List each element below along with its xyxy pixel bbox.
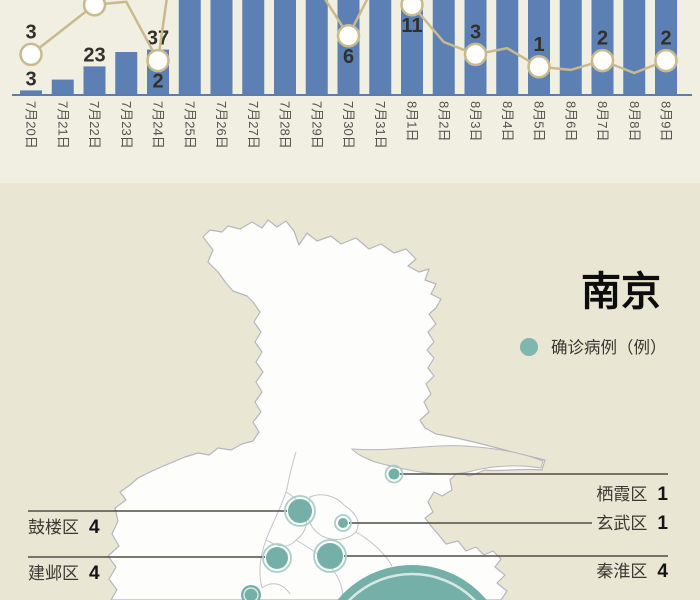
bar xyxy=(210,0,233,94)
x-tick-label: 8月5日 xyxy=(532,101,547,141)
x-tick-label: 8月7日 xyxy=(595,101,610,141)
x-tick-label: 8月1日 xyxy=(405,101,420,141)
legend-dot xyxy=(520,338,538,356)
bar xyxy=(178,0,201,94)
bar xyxy=(623,0,646,94)
line-marker xyxy=(19,42,43,67)
district-dot-ring xyxy=(313,539,347,573)
line-marker xyxy=(336,24,361,48)
line-value-label: 6 xyxy=(343,46,354,68)
line-value-label: 2 xyxy=(152,71,163,93)
x-tick-label: 7月23日 xyxy=(119,101,134,149)
x-tick-label: 7月31日 xyxy=(373,101,388,149)
line-marker xyxy=(463,42,488,67)
district-dot xyxy=(266,547,288,569)
bar xyxy=(369,0,392,94)
district-dot xyxy=(388,468,400,480)
line-value-label: 1 xyxy=(533,34,544,56)
nanjing-city-outline xyxy=(107,219,546,600)
line-marker xyxy=(527,55,551,79)
district-dot-ring xyxy=(384,464,404,484)
x-tick-label: 7月22日 xyxy=(87,101,102,149)
x-tick-label: 8月8日 xyxy=(627,101,642,141)
daily-cases-chart: 3 23 37 3 2 6 11 3 1 2 2 7月20日 7月21日 7月22日 7月23日 7月24日 7… xyxy=(0,0,700,183)
district-dot xyxy=(338,518,348,528)
bar-value-label: 37 xyxy=(147,28,169,50)
legend-label: 确诊病例（例） xyxy=(551,338,667,357)
x-tick-label: 8月4日 xyxy=(500,101,515,141)
line-marker xyxy=(654,48,678,73)
x-tick-label: 8月2日 xyxy=(436,101,451,141)
x-tick-label: 7月21日 xyxy=(55,101,70,149)
bar xyxy=(274,0,296,94)
map-title: 南京 xyxy=(581,270,661,314)
x-tick-label: 7月26日 xyxy=(214,101,229,149)
bar xyxy=(305,0,328,94)
line-value-label: 2 xyxy=(597,28,608,50)
line-marker xyxy=(400,0,424,17)
bubble-ring xyxy=(243,587,259,600)
bar xyxy=(559,0,582,94)
x-tick-label: 7月20日 xyxy=(24,101,39,149)
district-label: 秦淮区 4 xyxy=(596,561,668,582)
bar-value-label: 23 xyxy=(83,44,105,66)
district-label: 鼓楼区 4 xyxy=(28,517,100,538)
bubble-ring xyxy=(347,572,477,600)
district-label: 建邺区 4 xyxy=(28,563,100,584)
x-tick-label: 7月28日 xyxy=(278,101,293,149)
bar xyxy=(83,66,106,94)
district-dot-ring xyxy=(334,514,352,532)
district-label: 玄武区 1 xyxy=(596,513,668,534)
x-tick-label: 8月6日 xyxy=(563,101,578,141)
chart-svg: 3 23 37 3 2 6 11 3 1 2 2 7月20日 7月21日 7月22日 7月23日 7月24日 7… xyxy=(12,0,692,149)
district-dot-ring xyxy=(262,543,292,573)
bar xyxy=(401,0,423,94)
bar-value-label: 3 xyxy=(25,68,36,90)
district-dot-ring xyxy=(284,495,316,527)
line-value-label: 3 xyxy=(25,21,36,43)
district-dot xyxy=(288,499,312,523)
district-dot xyxy=(317,543,343,569)
outbreak-bubble xyxy=(241,585,261,600)
line-marker xyxy=(590,48,615,73)
x-tick-label: 7月30日 xyxy=(341,101,356,149)
line-value-label: 11 xyxy=(401,15,422,37)
x-tick-label: 7月27日 xyxy=(246,101,261,149)
line-marker xyxy=(82,0,107,17)
line-value-label: 2 xyxy=(660,28,671,50)
x-tick-label: 8月9日 xyxy=(659,101,674,141)
line-marker xyxy=(146,48,170,73)
bar xyxy=(20,90,42,94)
district-label: 栖霞区 1 xyxy=(596,484,668,505)
x-tick-label: 7月29日 xyxy=(309,101,324,149)
x-tick-label: 7月24日 xyxy=(151,101,166,149)
x-tick-label: 8月3日 xyxy=(468,101,483,141)
line-value-label: 3 xyxy=(470,21,481,43)
nanjing-map-panel: 栖霞区 1 玄武区 1 秦淮区 4 鼓楼区 4 建邺区 4 南京确诊病例（例） xyxy=(0,183,700,600)
x-axis-baseline xyxy=(12,94,692,96)
bar xyxy=(432,0,455,94)
x-tick-label: 7月25日 xyxy=(182,101,197,149)
bar xyxy=(115,52,138,94)
bar xyxy=(51,79,74,94)
bar xyxy=(242,0,265,94)
outbreak-bubble-large xyxy=(337,565,487,600)
